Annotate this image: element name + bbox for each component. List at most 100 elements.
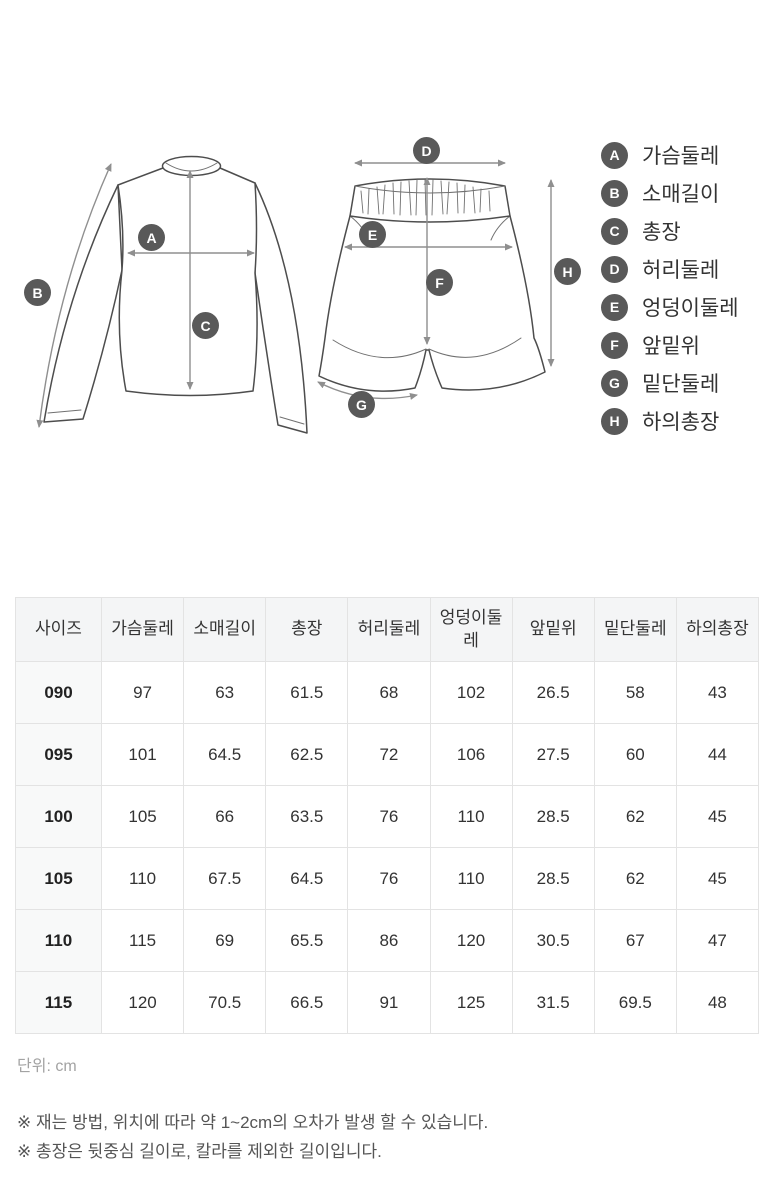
marker-badge-front-rise: F: [426, 269, 453, 296]
note-line: ※ 총장은 뒷중심 길이로, 칼라를 제외한 길이입니다.: [17, 1142, 382, 1161]
shorts-diagram: [317, 159, 555, 400]
legend-item-hip: E 엉덩이둘레: [601, 293, 739, 321]
legend-item-hem: G 밑단둘레: [601, 369, 739, 397]
value-cell: 62: [593, 785, 677, 848]
measurement-notes: ※ 재는 방법, 위치에 따라 약 1~2cm의 오차가 발생 할 수 있습니다…: [17, 1108, 742, 1166]
marker-badge-hem: G: [348, 391, 375, 418]
size-table: 사이즈 가슴둘레 소매길이 총장 허리둘레 엉덩이둘레 앞밑위 밑단둘레 하의총…: [15, 597, 760, 1034]
legend-item-chest: A 가슴둘레: [601, 141, 739, 169]
value-cell: 45: [675, 785, 760, 848]
value-cell: 76: [347, 847, 431, 910]
legend-badge-a: A: [601, 141, 628, 169]
value-cell: 86: [347, 909, 431, 972]
value-cell: 63: [183, 661, 267, 724]
legend-item-front-rise: F 앞밑위: [601, 331, 739, 359]
legend-item-sleeve: B 소매길이: [601, 179, 739, 207]
value-cell: 105: [100, 785, 185, 848]
legend-badge-g: G: [601, 369, 628, 397]
legend-label-hip: 엉덩이둘레: [642, 297, 739, 320]
value-cell: 67.5: [183, 847, 267, 910]
marker-badge-waist: D: [413, 137, 440, 164]
shirt-diagram: [36, 155, 308, 434]
column-header: 사이즈: [15, 597, 102, 662]
value-cell: 120: [100, 971, 185, 1034]
value-cell: 102: [429, 661, 513, 724]
measurement-legend: A 가슴둘레 B 소매길이 C 총장 D 허리둘레 E 엉덩이둘레 F 앞밑위: [601, 141, 739, 445]
size-cell: 110: [15, 909, 102, 972]
value-cell: 115: [100, 909, 185, 972]
value-cell: 58: [593, 661, 677, 724]
table-header-row: 사이즈 가슴둘레 소매길이 총장 허리둘레 엉덩이둘레 앞밑위 밑단둘레 하의총…: [15, 597, 760, 662]
legend-badge-c: C: [601, 217, 628, 245]
value-cell: 106: [429, 723, 513, 786]
legend-badge-h: H: [601, 407, 628, 435]
legend-badge-b: B: [601, 179, 628, 207]
legend-badge-d: D: [601, 255, 628, 283]
size-cell: 100: [15, 785, 102, 848]
value-cell: 27.5: [511, 723, 595, 786]
value-cell: 66.5: [265, 971, 349, 1034]
size-cell: 090: [15, 661, 102, 724]
legend-badge-f: F: [601, 331, 628, 359]
legend-item-length: C 총장: [601, 217, 739, 245]
legend-label-hem: 밑단둘레: [642, 373, 720, 396]
value-cell: 28.5: [511, 847, 595, 910]
value-cell: 43: [675, 661, 760, 724]
value-cell: 44: [675, 723, 760, 786]
size-cell: 115: [15, 971, 102, 1034]
value-cell: 68: [347, 661, 431, 724]
legend-label-waist: 허리둘레: [642, 259, 720, 282]
value-cell: 69.5: [593, 971, 677, 1034]
value-cell: 125: [429, 971, 513, 1034]
value-cell: 69: [183, 909, 267, 972]
value-cell: 70.5: [183, 971, 267, 1034]
size-cell: 095: [15, 723, 102, 786]
legend-badge-e: E: [601, 293, 628, 321]
legend-label-sleeve: 소매길이: [642, 183, 720, 206]
value-cell: 47: [675, 909, 760, 972]
column-header: 총장: [265, 597, 349, 662]
value-cell: 48: [675, 971, 760, 1034]
measurement-diagram: A B C D E F G H A 가슴둘레 B 소매길이 C 총장 D 허리둘…: [24, 137, 739, 445]
marker-badge-sleeve: B: [24, 279, 51, 306]
marker-badge-chest: A: [138, 224, 165, 251]
marker-badge-hip: E: [359, 221, 386, 248]
table-row: 115 120 70.5 66.5 91 125 31.5 69.5 48: [15, 971, 760, 1034]
value-cell: 91: [347, 971, 431, 1034]
value-cell: 64.5: [183, 723, 267, 786]
table-row: 090 97 63 61.5 68 102 26.5 58 43: [15, 661, 760, 724]
value-cell: 45: [675, 847, 760, 910]
legend-label-bottom-length: 하의총장: [642, 411, 720, 434]
value-cell: 97: [100, 661, 185, 724]
value-cell: 67: [593, 909, 677, 972]
unit-label: 단위: cm: [17, 1058, 77, 1075]
legend-item-bottom-length: H 하의총장: [601, 407, 739, 435]
value-cell: 63.5: [265, 785, 349, 848]
value-cell: 120: [429, 909, 513, 972]
value-cell: 72: [347, 723, 431, 786]
value-cell: 110: [429, 785, 513, 848]
size-cell: 105: [15, 847, 102, 910]
column-header: 하의총장: [675, 597, 760, 662]
value-cell: 62: [593, 847, 677, 910]
column-header: 밑단둘레: [593, 597, 677, 662]
value-cell: 31.5: [511, 971, 595, 1034]
value-cell: 60: [593, 723, 677, 786]
table-row: 100 105 66 63.5 76 110 28.5 62 45: [15, 785, 760, 848]
value-cell: 65.5: [265, 909, 349, 972]
column-header: 가슴둘레: [100, 597, 185, 662]
value-cell: 76: [347, 785, 431, 848]
value-cell: 64.5: [265, 847, 349, 910]
marker-badge-bottom-length: H: [554, 258, 581, 285]
marker-badge-length: C: [192, 312, 219, 339]
table-row: 110 115 69 65.5 86 120 30.5 67 47: [15, 909, 760, 972]
table-row: 095 101 64.5 62.5 72 106 27.5 60 44: [15, 723, 760, 786]
size-table-section: 사이즈 가슴둘레 소매길이 총장 허리둘레 엉덩이둘레 앞밑위 밑단둘레 하의총…: [0, 597, 774, 1166]
legend-label-length: 총장: [642, 221, 681, 244]
value-cell: 66: [183, 785, 267, 848]
column-header: 엉덩이둘레: [429, 597, 513, 662]
value-cell: 110: [429, 847, 513, 910]
value-cell: 61.5: [265, 661, 349, 724]
column-header: 허리둘레: [347, 597, 431, 662]
